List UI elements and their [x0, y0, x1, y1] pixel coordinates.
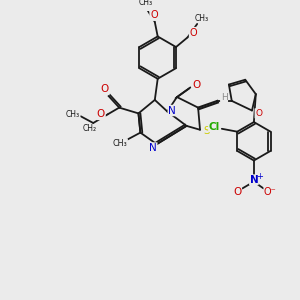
Text: Cl: Cl: [208, 122, 220, 132]
Text: N: N: [168, 106, 176, 116]
Text: CH₃: CH₃: [113, 139, 128, 148]
Text: N: N: [149, 143, 157, 153]
Text: O: O: [192, 80, 200, 89]
Text: CH₃: CH₃: [138, 0, 152, 7]
Text: +: +: [256, 172, 263, 182]
Text: H: H: [221, 92, 227, 101]
Text: O⁻: O⁻: [264, 187, 277, 197]
Text: O: O: [97, 110, 105, 119]
Text: O: O: [101, 84, 109, 94]
Text: CH₃: CH₃: [66, 110, 80, 119]
Text: O: O: [150, 10, 158, 20]
Text: O: O: [190, 28, 197, 38]
Text: CH₃: CH₃: [195, 14, 209, 23]
Text: O: O: [255, 109, 262, 118]
Text: O: O: [233, 187, 242, 197]
Text: CH₂: CH₂: [82, 124, 97, 133]
Text: S: S: [203, 126, 210, 136]
Text: N: N: [250, 175, 258, 185]
